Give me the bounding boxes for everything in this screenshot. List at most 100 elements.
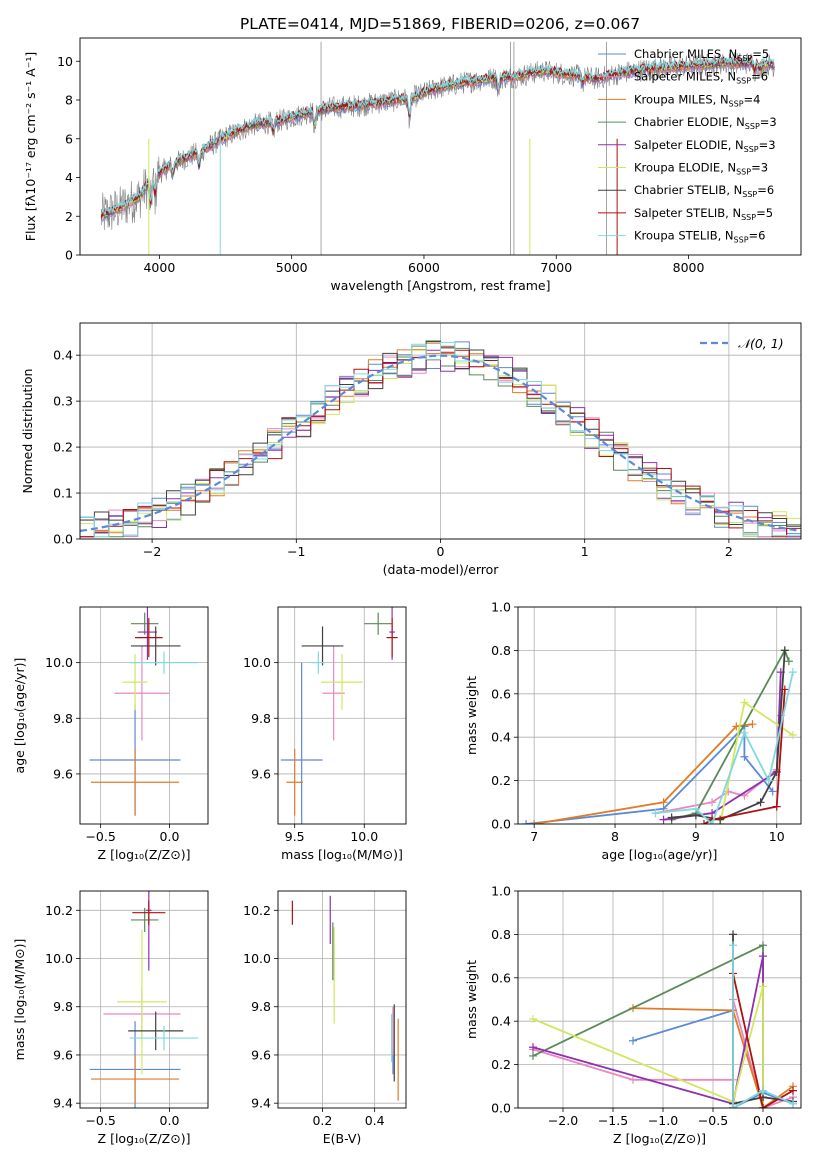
axes-frame [79, 37, 802, 256]
series-point [740, 728, 749, 737]
y-tick-label: 9.6 [251, 1047, 271, 1062]
x-tick-label: 0.4 [365, 1113, 385, 1128]
series-point [759, 982, 767, 991]
series-point [789, 1099, 797, 1108]
series-line [532, 955, 764, 1108]
mass-vs-extinction-plot: 0.2 0.4 9.4 9.6 9.8 10.0 10.2 E(B-V) [243, 890, 407, 1146]
x-tick-label: 10 [769, 829, 785, 844]
y-axis-label: Flux [fλ10⁻¹⁷ erg cm⁻² s⁻¹ A⁻¹] [23, 52, 38, 241]
model-spectrum-kroupa_stelib [100, 55, 775, 216]
series-point [768, 787, 777, 796]
x-tick-label: 5000 [276, 260, 308, 275]
x-tick-label: 0.0 [753, 1113, 773, 1128]
y-tick-label: 9.8 [251, 711, 271, 726]
x-tick-label: 9 [692, 829, 700, 844]
y-tick-label: 9.6 [251, 766, 271, 781]
axes-frame [79, 606, 209, 825]
y-axis-label: Normed distribution [20, 369, 35, 494]
x-tick-label: −2.0 [548, 1113, 578, 1128]
y-tick-label: 0.6 [491, 686, 511, 701]
x-tick-label: 8000 [673, 260, 705, 275]
y-tick-label: 0.4 [53, 348, 73, 363]
y-tick-label: 6 [65, 131, 73, 146]
series-point [759, 941, 767, 950]
legend-label: Chabrier ELODIE, NSSP=3 [634, 115, 777, 131]
y-tick-label: 10 [57, 54, 73, 69]
legend-label: Kroupa ELODIE, NSSP=3 [634, 161, 768, 177]
axes-frame [517, 890, 802, 1109]
x-tick-label: −1.0 [648, 1113, 678, 1128]
mass-weight-vs-metallicity-plot: −2.0 −1.5 −1.0 −0.5 0.0 0.0 0.2 0.4 0.6 0.8 1.0 Z [… [464, 884, 802, 1146]
y-axis-label: mass weight [464, 960, 479, 1039]
y-tick-label: 4 [65, 170, 73, 185]
plot-area [280, 607, 398, 824]
y-tick-label: 0.0 [491, 817, 511, 832]
series-point [529, 1015, 537, 1024]
series-line [732, 945, 794, 1108]
x-tick-label: 8 [611, 829, 619, 844]
series-line [632, 1009, 794, 1108]
mass-weight-vs-age-plot: 7 8 9 10 0.0 0.2 0.4 0.6 0.8 1.0 age [log₁₀(age/yr… [464, 600, 802, 862]
x-tick-label: 1 [581, 544, 589, 559]
y-tick-label: 0.0 [53, 532, 73, 547]
series-point [729, 1104, 737, 1108]
x-tick-label: 0.2 [312, 1113, 332, 1128]
x-axis-label: Z [log₁₀(Z/Z⊙)] [98, 1131, 191, 1146]
y-tick-label: 0.3 [53, 394, 73, 409]
series-point [789, 1086, 797, 1095]
legend-label: 𝒩(0, 1) [738, 336, 784, 351]
x-tick-label: 0 [437, 544, 445, 559]
series-line [671, 650, 786, 821]
series-line [532, 943, 764, 1108]
y-tick-label: 0.2 [491, 773, 511, 788]
x-axis-label: (data-model)/error [383, 562, 500, 577]
series-point [529, 1051, 537, 1060]
y-tick-label: 10.2 [243, 903, 271, 918]
axes-frame [517, 606, 802, 825]
y-tick-label: 9.8 [251, 999, 271, 1014]
legend-label: Salpeter ELODIE, NSSP=3 [634, 138, 776, 154]
series-point [759, 1086, 767, 1095]
series-point [708, 820, 717, 824]
series-line [655, 671, 794, 824]
x-axis-label: Z [log₁₀(Z/Z⊙)] [98, 847, 191, 862]
series-point [530, 820, 539, 824]
series-point [780, 646, 789, 655]
figure-title: PLATE=0414, MJD=51869, FIBERID=0206, z=0… [240, 15, 640, 33]
y-axis-label: age [log₁₀(age/yr)] [12, 658, 27, 774]
plot-area [80, 340, 801, 538]
y-axis-label: mass [log₁₀(M/M⊙)] [12, 939, 27, 1061]
series-point [708, 798, 717, 807]
y-tick-label: 0 [65, 248, 73, 263]
y-tick-label: 10.2 [45, 903, 73, 918]
series-point [699, 820, 708, 824]
y-tick-label: 0.0 [491, 1101, 511, 1116]
series-point [659, 798, 668, 807]
x-tick-label: 4000 [143, 260, 175, 275]
series-point [729, 930, 737, 939]
y-tick-label: 1.0 [491, 884, 511, 899]
series-point [780, 685, 789, 694]
series-line [532, 986, 764, 1108]
x-tick-label: 0.0 [160, 829, 180, 844]
spectrum-plot: 4000 5000 6000 7000 8000 0 2 4 6 8 10 wavelength [A… [23, 37, 802, 293]
series-point [529, 1043, 537, 1052]
series-line [703, 689, 786, 824]
x-tick-label: 7 [530, 829, 538, 844]
x-axis-label: age [log₁₀(age/yr)] [602, 847, 718, 862]
y-tick-label: 10.0 [243, 951, 271, 966]
x-tick-label: −0.5 [698, 1113, 728, 1128]
plot-area [89, 891, 199, 1108]
y-tick-label: 0.8 [491, 643, 511, 658]
y-axis-label: mass weight [464, 676, 479, 755]
series-point [629, 1075, 637, 1084]
series-point [788, 731, 797, 740]
plot-area [89, 607, 199, 816]
histogram-kroupa_stelib [80, 341, 801, 538]
y-tick-label: 0.4 [491, 730, 511, 745]
x-tick-label: −0.5 [85, 829, 115, 844]
axes-frame [277, 606, 407, 825]
x-tick-label: 10.0 [350, 829, 378, 844]
legend-label: Kroupa STELIB, NSSP=6 [634, 229, 765, 245]
